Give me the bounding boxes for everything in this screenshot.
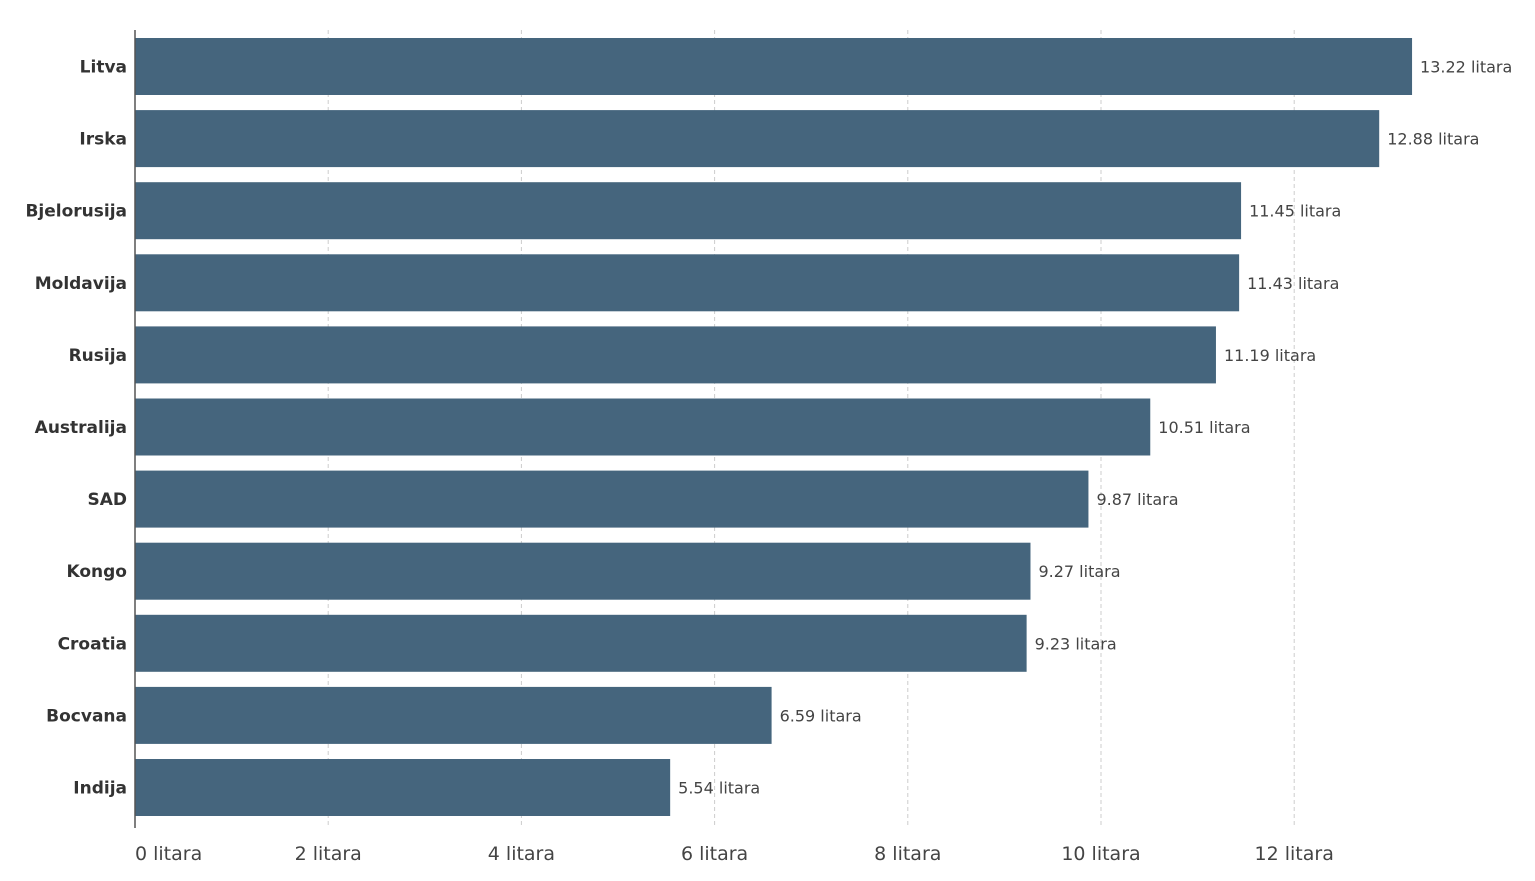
value-label: 9.27 litara [1038,562,1120,581]
category-label: Indija [73,779,127,799]
value-label: 9.87 litara [1096,490,1178,509]
bar-bocvana [135,686,772,744]
value-label: 5.54 litara [678,779,760,798]
category-label: Litva [80,58,127,78]
category-label: SAD [87,490,127,510]
bar-rusija [135,326,1216,384]
bar-croatia [135,614,1027,672]
value-label: 11.43 litara [1247,274,1339,293]
bar-moldavija [135,254,1240,312]
x-tick-label: 0 litara [135,843,202,865]
bar-australija [135,398,1151,456]
category-label: Australija [35,418,127,438]
value-label: 9.23 litara [1035,634,1117,653]
category-label: Bocvana [46,706,127,726]
category-label: Kongo [66,562,127,582]
x-tick-label: 8 litara [874,843,941,865]
bar-litva [135,38,1413,95]
bar-kongo [135,542,1031,600]
value-label: 10.51 litara [1158,418,1250,437]
value-label: 6.59 litara [780,706,862,725]
category-label: Rusija [69,346,127,366]
value-label: 11.45 litara [1249,202,1341,221]
x-tick-label: 4 litara [488,843,555,865]
bar-irska [135,110,1380,168]
x-tick-label: 6 litara [681,843,748,865]
axis-layer: 0 litara 2 litara 4 litara 6 litara 8 litara… [134,30,1334,865]
category-label: Croatia [58,634,127,654]
bar-layer [135,38,1413,816]
value-label: 11.19 litara [1224,346,1316,365]
x-tick-label: 10 litara [1061,843,1140,865]
category-label: Bjelorusija [25,202,127,222]
bar-indija [135,759,671,816]
x-tick-label: 2 litara [295,843,362,865]
label-layer: Litva 13.22 litara Irska 12.88 litara Bjelor… [25,58,1512,799]
bar-bjelorusija [135,182,1242,240]
category-label: Irska [79,130,127,150]
bar-sad [135,470,1089,528]
category-label: Moldavija [35,274,127,294]
x-tick-label: 12 litara [1255,843,1334,865]
value-label: 13.22 litara [1420,58,1512,77]
value-label: 12.88 litara [1387,130,1479,149]
